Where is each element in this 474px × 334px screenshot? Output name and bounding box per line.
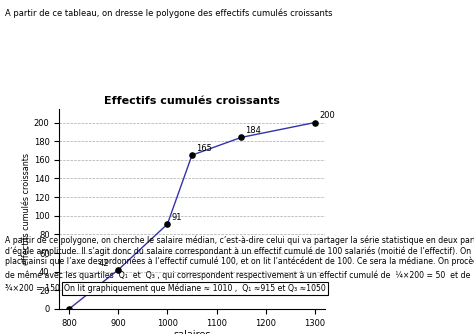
Text: A partir de ce polygone, on cherche le salaire médian, c’est-à-dire celui qui va: A partir de ce polygone, on cherche le s… <box>5 235 474 245</box>
Text: 165: 165 <box>196 144 212 153</box>
Point <box>188 153 196 158</box>
Text: ¾×200 = 150: ¾×200 = 150 <box>5 284 62 293</box>
Point <box>65 306 73 312</box>
Text: place ainsi que l’axe des ordonnées à l’effectif cumulé 100, et on lit l’antécéd: place ainsi que l’axe des ordonnées à l’… <box>5 257 474 266</box>
Text: de même avec les quartiles  Q₁  et  Q₃ , qui correspondent respectivement à un e: de même avec les quartiles Q₁ et Q₃ , qu… <box>5 271 470 280</box>
Text: d’égale amplitude. Il s’agit donc du salaire correspondant à un effectif cumulé : d’égale amplitude. Il s’agit donc du sal… <box>5 246 474 256</box>
Text: 184: 184 <box>245 126 261 135</box>
Text: 91: 91 <box>172 213 182 222</box>
Y-axis label: effectifs cumulés croissants: effectifs cumulés croissants <box>22 153 31 265</box>
Title: Effectifs cumulés croissants: Effectifs cumulés croissants <box>104 97 280 107</box>
Text: A partir de ce tableau, on dresse le polygone des effectifs cumulés croissants: A partir de ce tableau, on dresse le pol… <box>5 8 332 18</box>
Point <box>164 221 171 227</box>
Point <box>311 120 319 125</box>
Text: 42: 42 <box>99 259 109 268</box>
Text: 200: 200 <box>319 111 335 120</box>
Point <box>114 267 122 273</box>
Text: On lit graphiquement que Médiane ≈ 1010 ,  Q₁ ≈915 et Q₃ ≈1050: On lit graphiquement que Médiane ≈ 1010 … <box>64 284 326 293</box>
X-axis label: salaires: salaires <box>173 330 211 334</box>
Point <box>237 135 245 140</box>
